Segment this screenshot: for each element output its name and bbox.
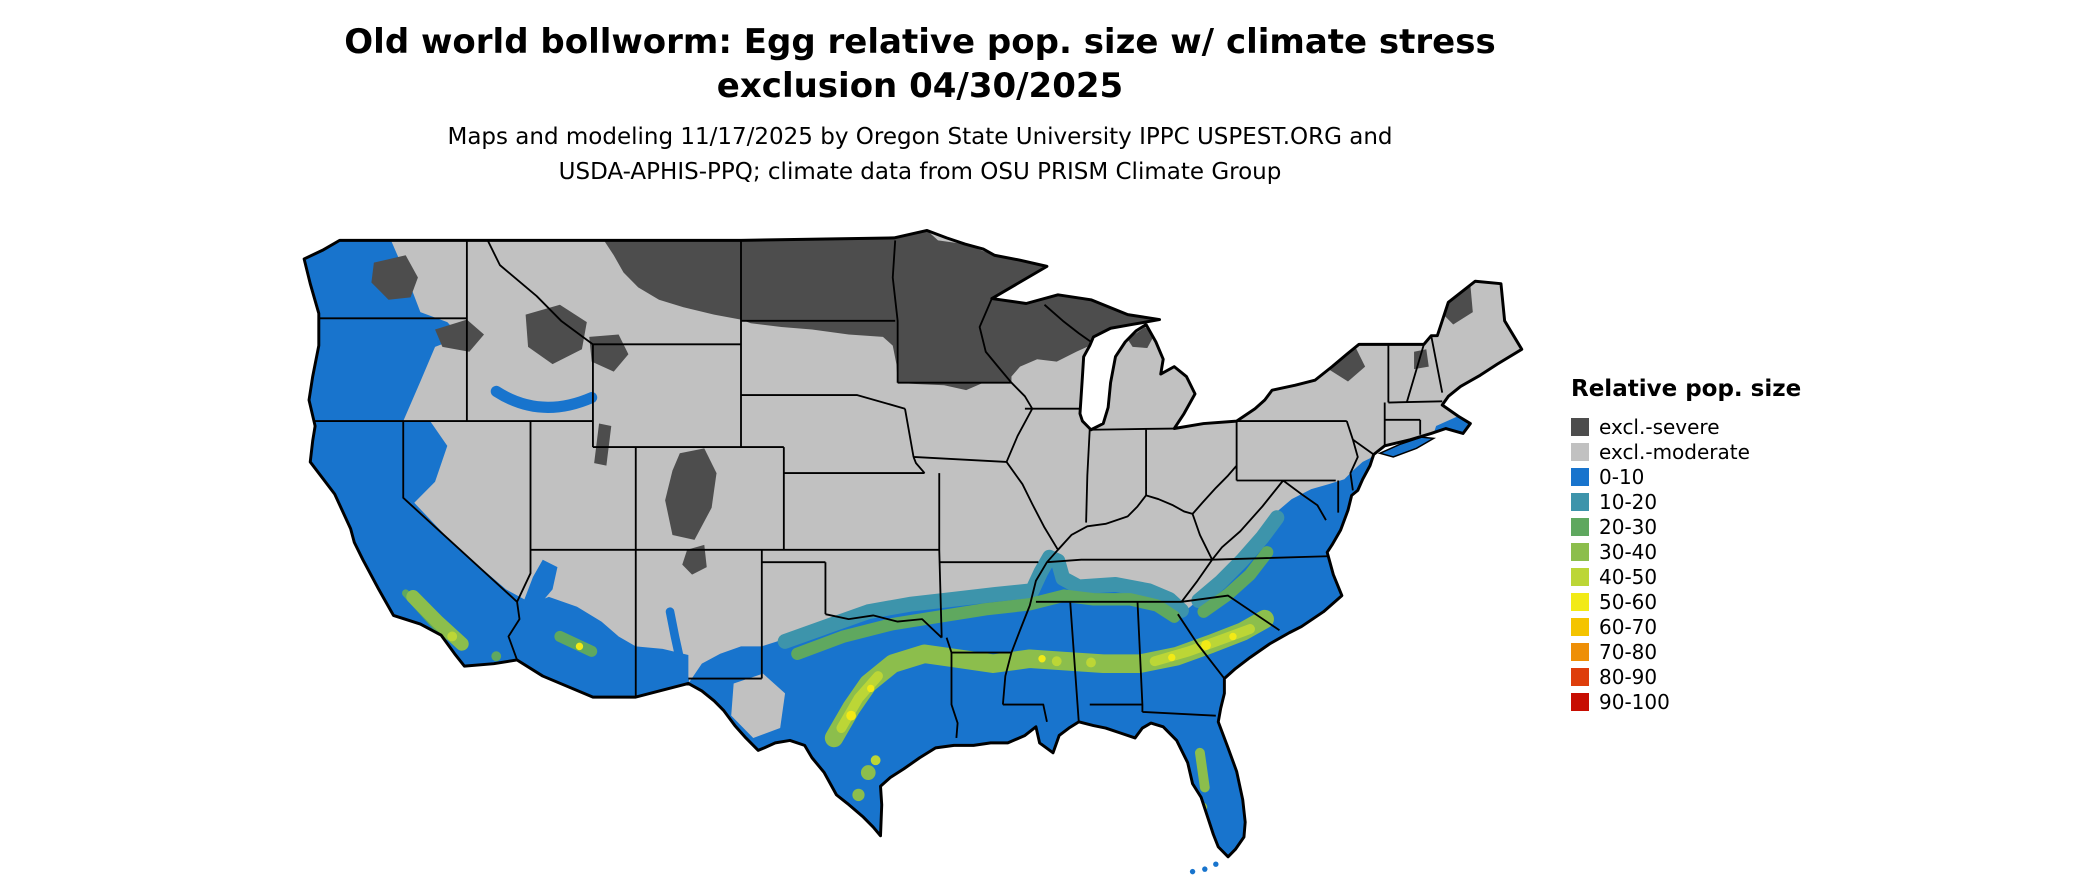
legend-item-label: 0-10: [1599, 464, 1645, 489]
legend-item-label: 20-30: [1599, 514, 1658, 539]
legend-item: 70-80: [1571, 639, 1801, 664]
legend-item-label: 40-50: [1599, 564, 1658, 589]
legend-swatch: [1571, 667, 1589, 686]
us-choropleth-map: [298, 228, 1534, 884]
state-borders: [312, 239, 1444, 739]
legend-item: 10-20: [1571, 489, 1801, 514]
map-subtitle-line2: USDA-APHIS-PPQ; climate data from OSU PR…: [558, 158, 1282, 185]
legend-item-label: 60-70: [1599, 614, 1658, 639]
legend-item-label: 70-80: [1599, 639, 1658, 664]
legend-item: 50-60: [1571, 589, 1801, 614]
legend-swatch: [1571, 517, 1589, 536]
legend-item-label: 30-40: [1599, 539, 1658, 564]
legend-item: 60-70: [1571, 614, 1801, 639]
legend-swatch: [1571, 642, 1589, 661]
legend-item: 30-40: [1571, 539, 1801, 564]
legend-item-label: 80-90: [1599, 664, 1658, 689]
legend-swatch: [1571, 692, 1589, 711]
legend-swatch: [1571, 617, 1589, 636]
us-map-svg: [302, 228, 1524, 875]
legend-item-label: 90-100: [1599, 689, 1670, 714]
legend-item: 20-30: [1571, 514, 1801, 539]
legend: Relative pop. size excl.-severe excl.-mod…: [1571, 376, 1801, 714]
us-outline: [302, 228, 1524, 859]
legend-swatch: [1571, 492, 1589, 511]
legend-item: 40-50: [1571, 564, 1801, 589]
legend-item-label: excl.-severe: [1599, 414, 1720, 439]
legend-swatch: [1571, 542, 1589, 561]
map-title: Old world bollworm: Egg relative pop. si…: [150, 20, 1690, 108]
legend-item: excl.-severe: [1571, 414, 1801, 439]
coastal-islands: [1189, 436, 1437, 875]
legend-swatch: [1571, 567, 1589, 586]
legend-item-label: excl.-moderate: [1599, 439, 1750, 464]
legend-swatch: [1571, 442, 1589, 461]
legend-item-label: 50-60: [1599, 589, 1658, 614]
region-pop-50-60: [575, 632, 1237, 721]
map-title-line2: exclusion 04/30/2025: [716, 66, 1124, 107]
legend-items: excl.-severe excl.-moderate 0-10 10-20 20-30…: [1571, 414, 1801, 714]
legend-swatch: [1571, 592, 1589, 611]
map-subtitle-line1: Maps and modeling 11/17/2025 by Oregon S…: [447, 124, 1393, 150]
map-subtitle: Maps and modeling 11/17/2025 by Oregon S…: [150, 120, 1690, 189]
map-title-line1: Old world bollworm: Egg relative pop. si…: [344, 22, 1496, 62]
legend-item-label: 10-20: [1599, 489, 1658, 514]
legend-swatch: [1571, 417, 1589, 436]
legend-item: 80-90: [1571, 664, 1801, 689]
legend-swatch: [1571, 467, 1589, 486]
legend-item: 0-10: [1571, 464, 1801, 489]
legend-title: Relative pop. size: [1571, 376, 1802, 402]
legend-item: 90-100: [1571, 689, 1801, 714]
legend-item: excl.-moderate: [1571, 439, 1801, 464]
